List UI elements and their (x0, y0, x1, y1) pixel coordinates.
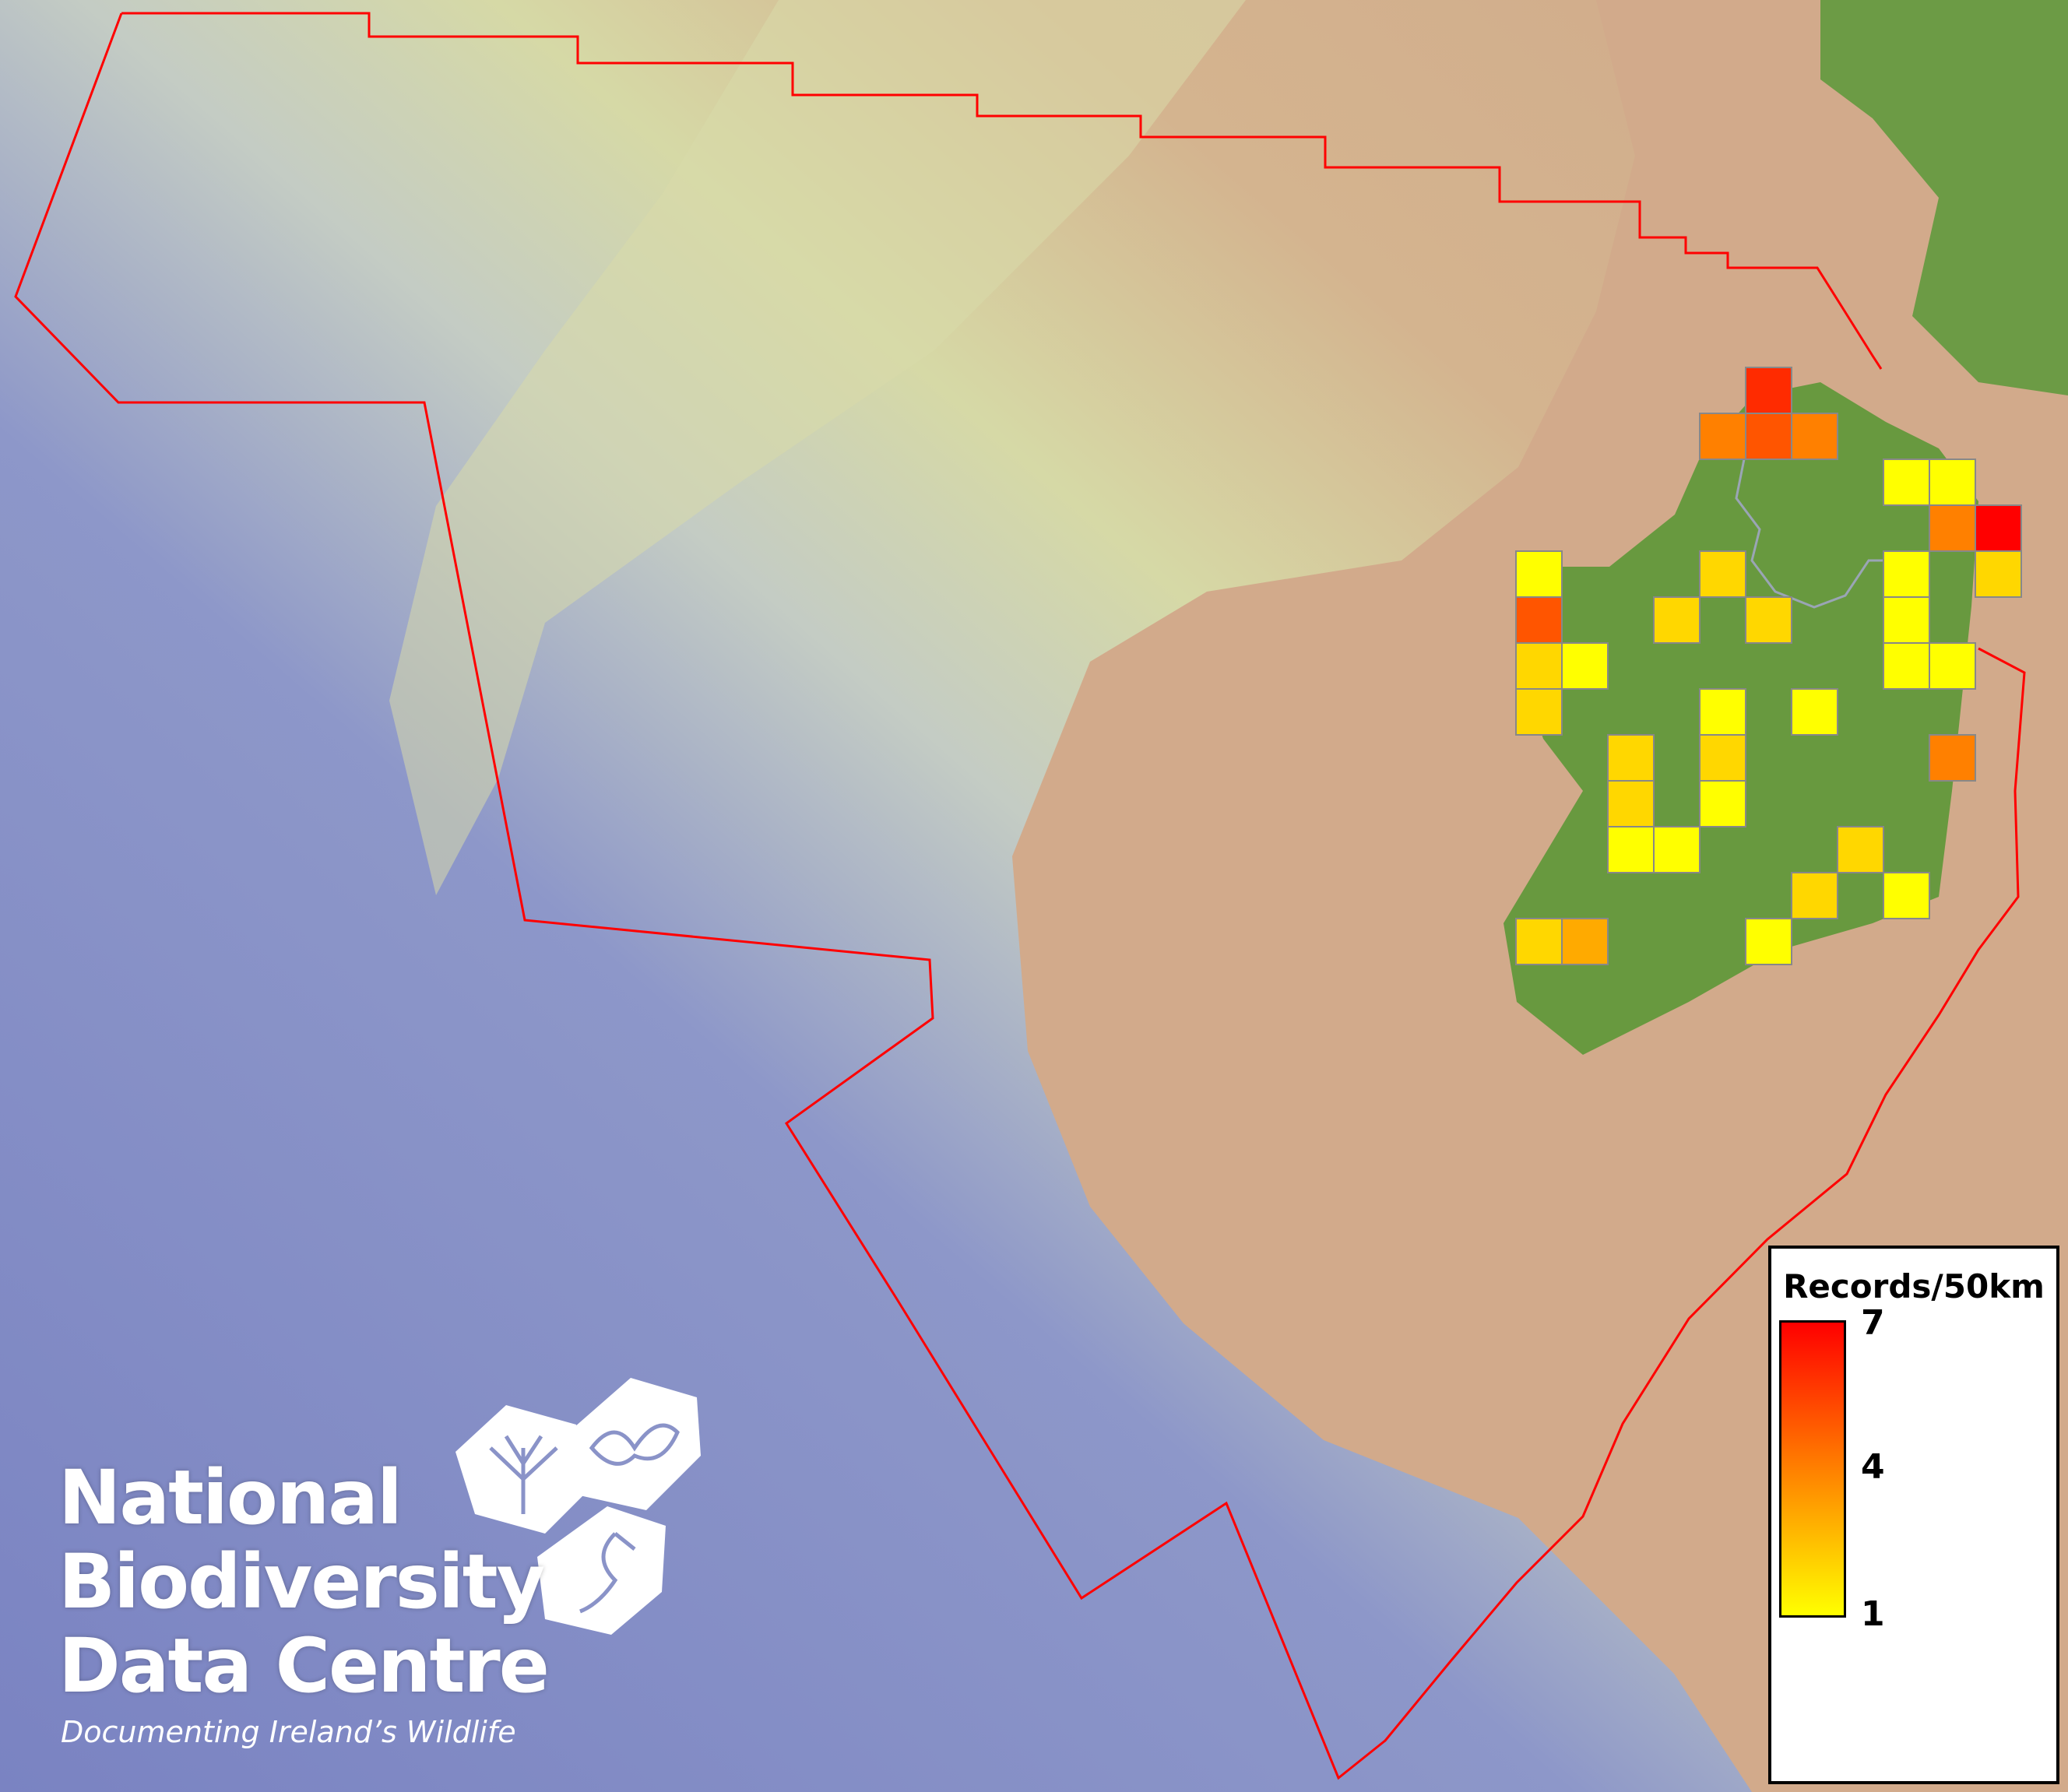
grid-cell (1653, 596, 1700, 644)
logo-line-biodiversity: Biodiversity (58, 1538, 545, 1625)
grid-cell (1883, 596, 1930, 644)
legend-max-label: 7 (1861, 1303, 1885, 1343)
grid-cell (1837, 826, 1884, 873)
eez-boundary-north (121, 12, 1883, 370)
grid-cell (1975, 504, 2022, 552)
legend-mid-label: 4 (1861, 1447, 1885, 1487)
grid-cell (1883, 642, 1930, 690)
legend: Records/50km 7 4 1 (1768, 1246, 2059, 1784)
grid-cell (1515, 688, 1563, 736)
ni-border (1735, 459, 1917, 609)
grid-cell (1515, 642, 1563, 690)
grid-cell (1791, 872, 1838, 919)
grid-cell (1975, 550, 2022, 598)
grid-cell (1607, 734, 1655, 782)
scotland-land (1820, 0, 2068, 395)
grid-cell (1515, 596, 1563, 644)
grid-cell (1883, 459, 1930, 506)
legend-color-ramp (1779, 1320, 1846, 1618)
grid-cell (1699, 780, 1746, 827)
grid-cell (1699, 688, 1746, 736)
grid-cell (1515, 918, 1563, 965)
seahorse-hexagon-icon (537, 1506, 666, 1635)
grid-cell (1515, 550, 1563, 598)
grid-cell (1607, 826, 1655, 873)
grid-cell (1745, 367, 1792, 414)
grid-cell (1561, 642, 1609, 690)
legend-title: Records/50km (1783, 1267, 2045, 1305)
eez-boundary (14, 12, 2026, 1780)
legend-min-label: 1 (1861, 1594, 1885, 1634)
grid-cell (1745, 413, 1792, 460)
grid-cell (1699, 413, 1746, 460)
shelf-edge-slope (389, 0, 1246, 895)
grid-cell (1929, 504, 1976, 552)
grid-cell (1929, 642, 1976, 690)
grid-cell (1653, 826, 1700, 873)
logo-line-data-centre: Data Centre (58, 1622, 550, 1709)
grid-cell (1745, 918, 1792, 965)
grid-cell (1791, 688, 1838, 736)
butterfly-hexagon-icon (568, 1378, 701, 1510)
grid-cell (1561, 918, 1609, 965)
grid-cell (1883, 872, 1930, 919)
grid-cell (1791, 413, 1838, 460)
logo-tagline: Documenting Ireland’s Wildlife (61, 1715, 516, 1749)
records-grid (1515, 367, 2022, 965)
grid-cell (1699, 550, 1746, 598)
grid-cell (1883, 550, 1930, 598)
grid-cell (1929, 734, 1976, 782)
grid-cell (1745, 596, 1792, 644)
grid-cell (1699, 734, 1746, 782)
grid-cell (1929, 459, 1976, 506)
logo-line-national: National (58, 1454, 403, 1541)
ndbc-logo-icons (455, 1378, 701, 1635)
grid-cell (1607, 780, 1655, 827)
